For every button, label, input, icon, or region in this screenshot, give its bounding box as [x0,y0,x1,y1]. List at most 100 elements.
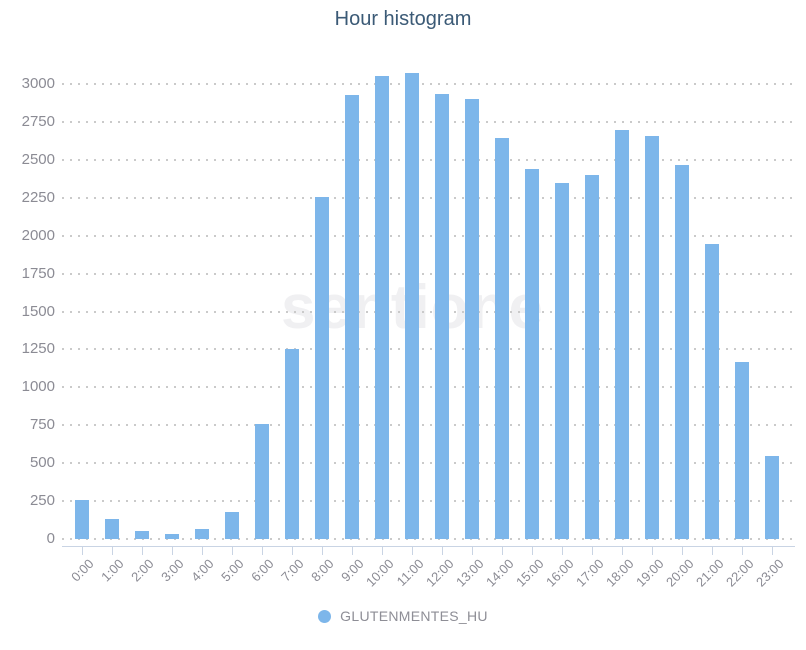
y-axis-label-2750: 2750 [21,112,55,130]
y-axis-label-1500: 1500 [21,302,55,320]
bar-5:00[interactable] [225,511,239,539]
x-axis-tick-22:00 [742,546,743,555]
bar-12:00[interactable] [435,93,449,539]
x-axis-tick-23:00 [772,546,773,555]
bar-1:00[interactable] [105,519,119,539]
bar-17:00[interactable] [585,175,599,539]
y-axis-label-1250: 1250 [21,340,55,358]
bar-3:00[interactable] [165,534,179,539]
x-axis-tick-19:00 [652,546,653,555]
x-axis-tick-1:00 [112,546,113,555]
x-axis-tick-13:00 [472,546,473,555]
y-axis-label-2500: 2500 [21,150,55,168]
x-axis-label-9:00: 9:00 [338,556,367,585]
bar-4:00[interactable] [195,529,209,539]
y-axis-label-2000: 2000 [21,226,55,244]
x-axis-label-20:00: 20:00 [662,556,697,590]
gridline-2500 [62,158,795,161]
bar-18:00[interactable] [615,129,629,539]
y-axis-label-1750: 1750 [21,264,55,282]
x-axis-tick-14:00 [502,546,503,555]
gridline-2000 [62,234,795,237]
bar-9:00[interactable] [345,94,359,539]
x-axis-label-18:00: 18:00 [602,556,637,590]
bar-21:00[interactable] [705,244,719,539]
bar-20:00[interactable] [675,165,689,539]
gridline-250 [62,500,795,503]
x-axis-tick-12:00 [442,546,443,555]
x-axis-label-12:00: 12:00 [422,556,457,590]
gridline-2250 [62,196,795,199]
x-axis-label-6:00: 6:00 [248,556,277,585]
gridline-1750 [62,272,795,275]
x-axis-tick-11:00 [412,546,413,555]
x-axis-line [62,546,795,547]
gridline-0 [62,538,795,540]
x-axis-tick-5:00 [232,546,233,555]
x-axis-tick-3:00 [172,546,173,555]
legend-item-glutenmentes-hu[interactable]: GLUTENMENTES_HU [0,608,806,624]
bar-23:00[interactable] [765,455,779,539]
bar-19:00[interactable] [645,136,659,539]
bar-8:00[interactable] [315,196,329,539]
x-axis-tick-6:00 [262,546,263,555]
bar-15:00[interactable] [525,168,539,539]
x-axis-label-21:00: 21:00 [692,556,727,590]
x-axis-tick-15:00 [532,546,533,555]
gridline-750 [62,424,795,427]
y-axis-label-750: 750 [29,416,55,434]
x-axis-label-16:00: 16:00 [542,556,577,590]
x-axis-label-14:00: 14:00 [482,556,517,590]
bar-0:00[interactable] [75,500,89,539]
y-axis-label-500: 500 [29,454,55,472]
y-axis-label-0: 0 [46,530,55,547]
x-axis-tick-17:00 [592,546,593,555]
x-axis-label-4:00: 4:00 [188,556,217,585]
x-axis-tick-2:00 [142,546,143,555]
x-axis-label-11:00: 11:00 [393,556,427,589]
x-axis-label-7:00: 7:00 [278,556,307,585]
bar-10:00[interactable] [375,76,389,539]
x-axis-label-1:00: 1:00 [98,556,127,585]
x-axis-label-23:00: 23:00 [752,556,787,590]
x-axis-label-22:00: 22:00 [722,556,757,590]
x-axis-label-2:00: 2:00 [128,556,157,585]
x-axis-tick-21:00 [712,546,713,555]
gridline-3000 [62,83,795,85]
bar-11:00[interactable] [405,73,419,539]
gridline-1000 [62,386,795,389]
x-axis-label-17:00: 17:00 [572,556,607,590]
x-axis-label-15:00: 15:00 [512,556,547,590]
y-axis-label-250: 250 [29,492,55,510]
bar-2:00[interactable] [135,530,149,539]
legend-marker-icon [318,609,332,623]
bar-6:00[interactable] [255,424,269,539]
x-axis-tick-20:00 [682,546,683,555]
x-axis-label-3:00: 3:00 [158,556,187,585]
bar-22:00[interactable] [735,362,749,539]
x-axis-tick-10:00 [382,546,383,555]
bar-7:00[interactable] [285,348,299,539]
x-axis-tick-18:00 [622,546,623,555]
bar-14:00[interactable] [495,137,509,539]
x-axis-tick-7:00 [292,546,293,555]
bar-13:00[interactable] [465,99,479,539]
y-axis-label-3000: 3000 [21,75,55,92]
gridline-1250 [62,348,795,351]
gridline-2750 [62,120,795,123]
chart-title: Hour histogram [334,8,472,30]
y-axis-label-1000: 1000 [21,378,55,396]
y-axis-label-2250: 2250 [21,188,55,206]
x-axis-tick-8:00 [322,546,323,555]
x-axis-label-5:00: 5:00 [218,556,247,585]
x-axis-label-10:00: 10:00 [362,556,397,590]
x-axis-tick-16:00 [562,546,563,555]
legend-label: GLUTENMENTES_HU [340,608,488,624]
gridline-500 [62,462,795,465]
x-axis-label-8:00: 8:00 [308,556,337,585]
x-axis-label-19:00: 19:00 [632,556,667,590]
x-axis-tick-9:00 [352,546,353,555]
x-axis-label-0:00: 0:00 [68,556,97,585]
bar-16:00[interactable] [555,183,569,539]
